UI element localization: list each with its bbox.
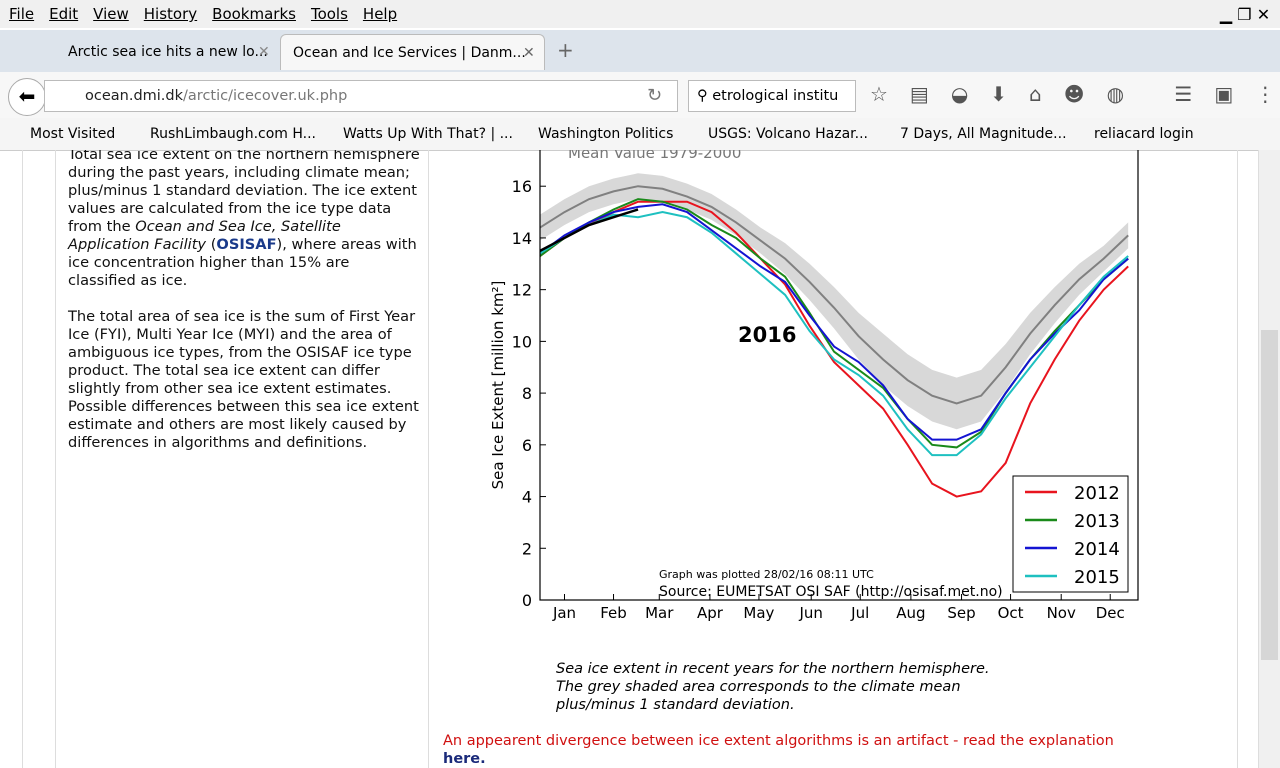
- x-tick-label: May: [743, 604, 774, 622]
- series-line: [539, 211, 1129, 457]
- legend-label: 2015: [1074, 567, 1120, 588]
- text: ), where areas with ice concentration hi…: [68, 236, 417, 289]
- x-tick-label: Feb: [600, 604, 627, 622]
- bookmark[interactable]: reliacard login: [1094, 126, 1194, 142]
- year-label: 2016: [738, 323, 796, 347]
- y-tick-label: 8: [522, 384, 532, 403]
- y-tick-label: 16: [512, 177, 532, 196]
- caption-line: The grey shaded area corresponds to the …: [556, 679, 961, 695]
- back-button[interactable]: ⬅: [8, 78, 46, 116]
- url-bar[interactable]: ocean.dmi.dk/arctic/icecover.uk.php ↻: [44, 80, 678, 112]
- text: (: [206, 236, 217, 253]
- y-tick-label: 14: [512, 229, 532, 248]
- bookmark[interactable]: 7 Days, All Magnitude...: [900, 126, 1067, 142]
- menu-bar: File Edit View History Bookmarks Tools Help: [0, 0, 1280, 28]
- series-line: [539, 203, 1129, 441]
- scrollbar[interactable]: [1258, 150, 1280, 768]
- paragraph: The total area of sea ice is the sum of …: [68, 308, 419, 451]
- legend-box: [1012, 475, 1129, 593]
- x-tick-label: Sep: [947, 604, 975, 622]
- nav-bar: ⬅ ocean.dmi.dk/arctic/icecover.uk.php ↻ ⚲…: [0, 72, 1280, 118]
- window-controls[interactable]: ▁ ❐ ✕: [1219, 4, 1271, 24]
- tab[interactable]: Arctic sea ice hits a new lo... ✕: [68, 44, 270, 60]
- search-text: etrological institu: [712, 88, 839, 104]
- caption: Sea ice extent in recent years for the n…: [556, 660, 990, 714]
- text: Ocean and Sea Ice, Satellite Application…: [68, 218, 341, 253]
- url-host: ocean.dmi.dk: [85, 88, 184, 104]
- text: Total sea ice extent on the northern hem…: [68, 150, 420, 235]
- x-tick-label: Oct: [998, 604, 1024, 622]
- x-tick-label: Apr: [697, 604, 724, 622]
- tab-active[interactable]: Ocean and Ice Services | Danm... ✕: [280, 34, 545, 70]
- x-tick-label: Aug: [896, 604, 925, 622]
- bookmarks-bar: Most Visited RushLimbaugh.com H... Watts U…: [0, 118, 1280, 151]
- std-band: [540, 173, 1129, 430]
- bookmark[interactable]: RushLimbaugh.com H...: [150, 126, 316, 142]
- description: Total sea ice extent on the northern hem…: [68, 150, 420, 470]
- notice: An appearent divergence between ice exte…: [443, 732, 1243, 768]
- link[interactable]: here.: [443, 751, 486, 767]
- menu-item[interactable]: Bookmarks: [212, 5, 296, 23]
- menu-item[interactable]: Edit: [49, 5, 79, 23]
- legend-label: 2012: [1074, 483, 1120, 504]
- y-axis-label: Sea Ice Extent [million km²]: [489, 281, 507, 490]
- tab-bar: Arctic sea ice hits a new lo... ✕ Ocean a…: [0, 30, 1280, 72]
- x-tick-label: Nov: [1047, 604, 1076, 622]
- menu-item[interactable]: Help: [362, 5, 398, 23]
- y-tick-label: 4: [522, 488, 532, 507]
- y-tick-label: 6: [522, 436, 532, 455]
- url-path: /arctic/icecover.uk.php: [183, 88, 348, 104]
- x-tick-label: Jul: [850, 604, 869, 622]
- series-line: [539, 200, 1129, 498]
- bookmark[interactable]: Watts Up With That? | ...: [343, 126, 513, 142]
- caption-line: Sea ice extent in recent years for the n…: [556, 661, 990, 677]
- legend-label: 2014: [1074, 539, 1120, 560]
- bookmark[interactable]: Washington Politics: [538, 126, 674, 142]
- current-line: [539, 208, 639, 252]
- paragraph: Total sea ice extent on the northern hem…: [68, 150, 420, 290]
- page-content: Total sea ice extent on the northern hem…: [0, 150, 1258, 768]
- chart: 0 2 4 6 8 10 12 14 16 Jan Feb Mar Apr May Jun Jul Aug Sep…: [489, 150, 1139, 622]
- y-tick-label: 12: [512, 281, 532, 300]
- y-tick-label: 10: [512, 332, 532, 351]
- x-tick-label: Mar: [645, 604, 674, 622]
- x-tick-label: Jun: [799, 604, 823, 622]
- mean-line: [539, 185, 1129, 405]
- menu-item[interactable]: View: [93, 5, 129, 23]
- bookmark[interactable]: USGS: Volcano Hazar...: [708, 126, 869, 142]
- tab-title: Ocean and Ice Services | Danm...: [293, 45, 526, 61]
- mean-label: Mean Value 1979-2000: [568, 150, 741, 162]
- x-tick-label: Dec: [1096, 604, 1125, 622]
- plotted-note: Graph was plotted 28/02/16 08:11 UTC: [659, 568, 874, 581]
- bookmark[interactable]: Most Visited: [30, 126, 116, 142]
- link[interactable]: OSISAF: [216, 236, 277, 253]
- new-tab[interactable]: +: [557, 38, 574, 62]
- menu-item[interactable]: File: [9, 5, 35, 23]
- legend-label: 2013: [1074, 511, 1120, 532]
- caption-line: plus/minus 1 standard deviation.: [556, 697, 795, 713]
- source-note: Source: EUMETSAT OSI SAF (http://osisaf.…: [659, 584, 1003, 600]
- y-tick-label: 2: [522, 539, 532, 558]
- toolbar-icons[interactable]: ☆▤◒⬇⌂☻◍ ☰▣⋮: [870, 82, 1280, 106]
- menu-item[interactable]: History: [143, 5, 198, 23]
- x-tick-label: Jan: [552, 604, 576, 622]
- search-box[interactable]: ⚲ etrological institu: [688, 80, 856, 112]
- tab-title: Arctic sea ice hits a new lo...: [68, 44, 268, 60]
- menu-item[interactable]: Tools: [310, 5, 348, 23]
- plot-frame: [539, 150, 1139, 601]
- y-tick-label: 0: [522, 591, 532, 610]
- notice-text: An appearent divergence between ice exte…: [443, 733, 1114, 749]
